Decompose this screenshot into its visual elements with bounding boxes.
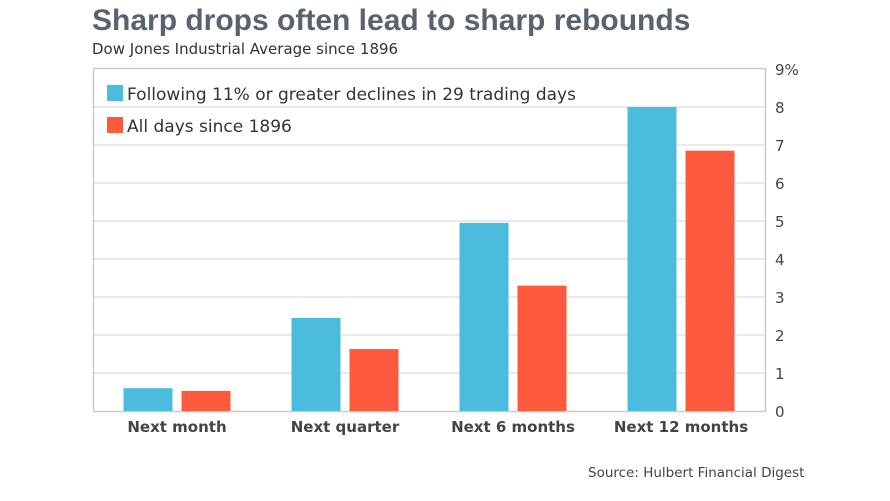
bar-following-declines (459, 222, 509, 411)
y-tick-label: 4 (775, 251, 785, 269)
source-note: Source: Hulbert Financial Digest (588, 465, 805, 481)
y-tick-label: 0 (775, 403, 785, 421)
y-tick-label: 2 (775, 327, 785, 345)
y-tick-label: 7 (775, 137, 785, 155)
bar-following-declines (291, 317, 341, 411)
bar-following-declines (123, 388, 173, 411)
y-tick-label: 5 (775, 213, 785, 231)
y-tick-label: 3 (775, 289, 785, 307)
chart-subtitle: Dow Jones Industrial Average since 1896 (92, 40, 399, 58)
bar-all-days (349, 349, 399, 411)
y-axis-ticks: 0 1 2 3 4 5 6 7 8 9% (775, 61, 799, 421)
legend: Following 11% or greater declines in 29 … (107, 85, 576, 137)
x-category-label: Next quarter (291, 418, 400, 436)
bar-all-days (181, 390, 231, 411)
plot-frame (92, 67, 767, 413)
bar-following-declines (627, 107, 677, 411)
x-axis-labels: Next month Next quarter Next 6 months Next … (127, 418, 748, 436)
x-category-label: Next month (127, 418, 226, 436)
bar-all-days (685, 150, 735, 411)
y-tick-label: 9% (775, 61, 799, 79)
legend-label: All days since 1896 (127, 117, 292, 137)
y-tick-label: 6 (775, 175, 785, 193)
bars (123, 107, 735, 411)
legend-swatch (107, 85, 123, 101)
y-tick-label: 1 (775, 365, 785, 383)
legend-label: Following 11% or greater declines in 29 … (127, 85, 576, 105)
x-category-label: Next 12 months (614, 418, 748, 436)
chart-title: Sharp drops often lead to sharp rebounds (92, 4, 691, 37)
bar-all-days (517, 285, 567, 411)
x-category-label: Next 6 months (451, 418, 575, 436)
legend-swatch (107, 117, 123, 133)
y-tick-label: 8 (775, 99, 785, 117)
